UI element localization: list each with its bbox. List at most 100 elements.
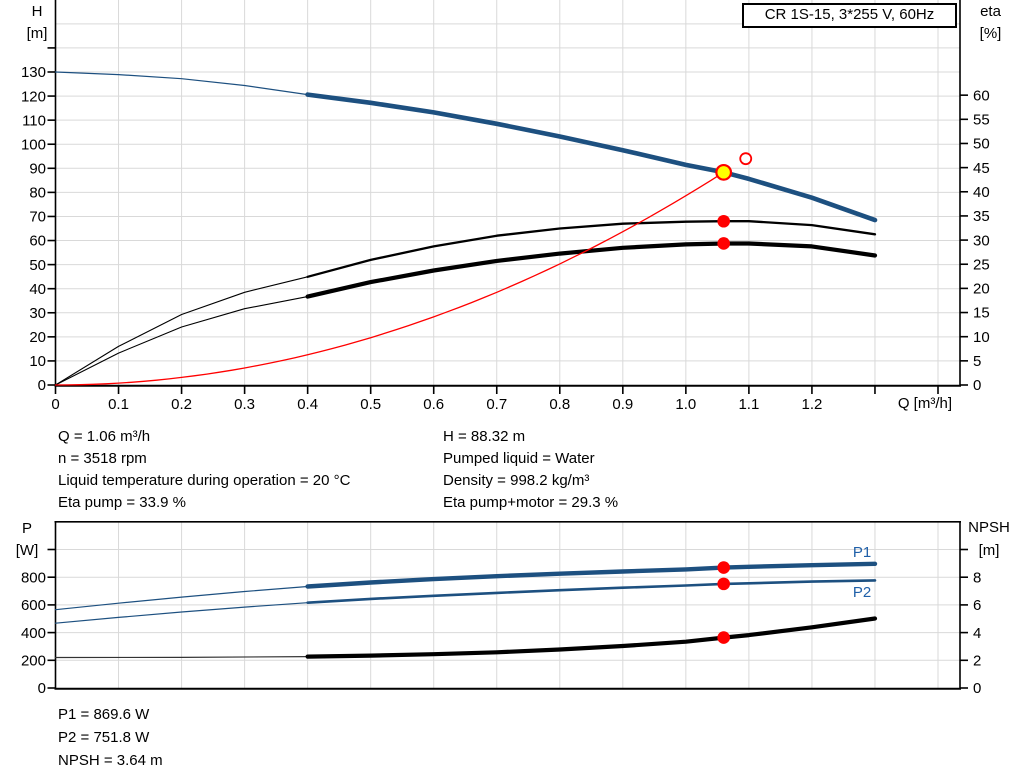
right-tick-label: 25 [973,256,990,273]
p1-curve-thin [54,585,309,611]
left-tick-label: 600 [21,597,46,614]
duty-point[interactable] [715,163,733,181]
p2-curve [306,579,877,605]
x-tick-label: 1.2 [801,396,822,413]
right-tick-label: 0 [973,680,981,697]
x-tick-label: 0.3 [234,396,255,413]
npsh-axis-unit: [m] [978,542,1000,559]
x-tick-label: 0.6 [423,396,444,413]
x-tick-label: 0.8 [549,396,570,413]
right-tick-label: 40 [973,184,990,201]
info-rpm: n = 3518 rpm [58,450,147,467]
pump-model-label: CR 1S-15, 3*255 V, 60Hz [742,3,957,28]
eta-pump-curve-thin [54,276,309,386]
p2-curve-thin [54,602,309,624]
left-tick-label: 50 [29,257,46,274]
left-tick-label: 10 [29,353,46,370]
h-axis-label: H [31,3,43,20]
markers [717,561,730,644]
eta-axis-unit: [%] [979,25,1002,42]
head-efficiency-chart: 0 10 20 30 40 50 60 70 80 90 100 110 120 130 0 5 10 15 20 2… [21,0,990,413]
npsh-axis-label: NPSH [968,519,1010,536]
info-eta-pump: Eta pump = 33.9 % [58,494,186,511]
x-tick-label: 0 [51,396,59,413]
right-tick-label: 2 [973,653,981,670]
p1-point [717,561,730,574]
rated-point [739,152,753,166]
tick-labels: 0 200 400 600 800 0 2 4 6 8 [21,569,981,697]
h-axis-unit: [m] [26,25,48,42]
right-tick-label: 45 [973,160,990,177]
head-curve [305,92,878,223]
x-tick-label: 0.1 [108,396,129,413]
x-tick-label: 1.1 [738,396,759,413]
axes [47,0,968,394]
left-tick-label: 80 [29,185,46,202]
left-tick-label: 90 [29,161,46,178]
left-tick-label: 40 [29,281,46,298]
left-tick-label: 400 [21,625,46,642]
series [54,561,878,659]
right-tick-label: 15 [973,305,990,322]
right-tick-label: 30 [973,232,990,249]
left-tick-label: 200 [21,653,46,670]
right-tick-label: 60 [973,87,990,104]
info-p1: P1 = 869.6 W [58,706,150,723]
x-tick-label: 1.0 [675,396,696,413]
left-tick-label: 0 [38,377,46,394]
x-tick-label: 0.2 [171,396,192,413]
left-tick-label: 70 [29,209,46,226]
right-tick-label: 50 [973,136,990,153]
info-p2: P2 = 751.8 W [58,729,150,746]
info-eta-pump-motor: Eta pump+motor = 29.3 % [443,494,619,511]
left-tick-label: 0 [38,680,46,697]
left-tick-label: 120 [21,88,46,105]
markers [715,152,753,250]
info-npsh: NPSH = 3.64 m [58,752,163,769]
x-tick-label: 0.5 [360,396,381,413]
right-tick-label: 10 [973,329,990,346]
head-curve-thin [54,71,309,96]
p2-curve-label: P2 [852,584,872,601]
system-curve [54,171,725,386]
right-tick-label: 8 [973,569,981,586]
right-tick-label: 0 [973,377,981,394]
left-tick-label: 30 [29,305,46,322]
left-tick-label: 100 [21,136,46,153]
info-liquid-temperature: Liquid temperature during operation = 20… [58,472,351,489]
series [54,71,878,386]
tick-labels: 0 10 20 30 40 50 60 70 80 90 100 110 120 130 0 5 10 15 20 2… [21,64,990,413]
right-tick-label: 55 [973,112,990,129]
q-axis-label: Q [m³/h] [897,395,952,412]
eta-pump-curve [306,220,877,278]
right-tick-label: 35 [973,208,990,225]
left-tick-label: 60 [29,233,46,250]
npsh-curve [305,616,878,659]
x-tick-label: 0.9 [612,396,633,413]
left-tick-label: 110 [22,112,46,129]
eta-pump-point [717,214,730,228]
npsh-curve-thin [54,655,309,659]
left-tick-label: 20 [29,329,46,346]
p-axis-label: P [21,520,32,537]
eta-axis-label: eta [980,3,1001,20]
p-axis-unit: [W] [15,542,39,559]
p1-curve [305,561,878,589]
left-tick-label: 130 [21,64,46,81]
x-tick-label: 0.4 [297,396,318,413]
right-tick-label: 4 [973,625,981,642]
info-pumped-liquid: Pumped liquid = Water [443,450,595,467]
p1-curve-label: P1 [852,544,872,561]
x-tick-label: 0.7 [486,396,507,413]
eta-pump-motor-curve-thin [54,296,309,386]
axes [47,520,968,690]
grid [55,0,960,385]
duty-info-right-column: H = 88.32 m Pumped liquid = Water Densit… [443,428,618,516]
right-tick-label: 5 [973,353,981,370]
right-tick-label: 6 [973,597,981,614]
info-density: Density = 998.2 kg/m³ [443,472,590,489]
info-q: Q = 1.06 m³/h [58,428,151,445]
duty-info-left-column: Q = 1.06 m³/h n = 3518 rpm Liquid temper… [58,428,350,516]
